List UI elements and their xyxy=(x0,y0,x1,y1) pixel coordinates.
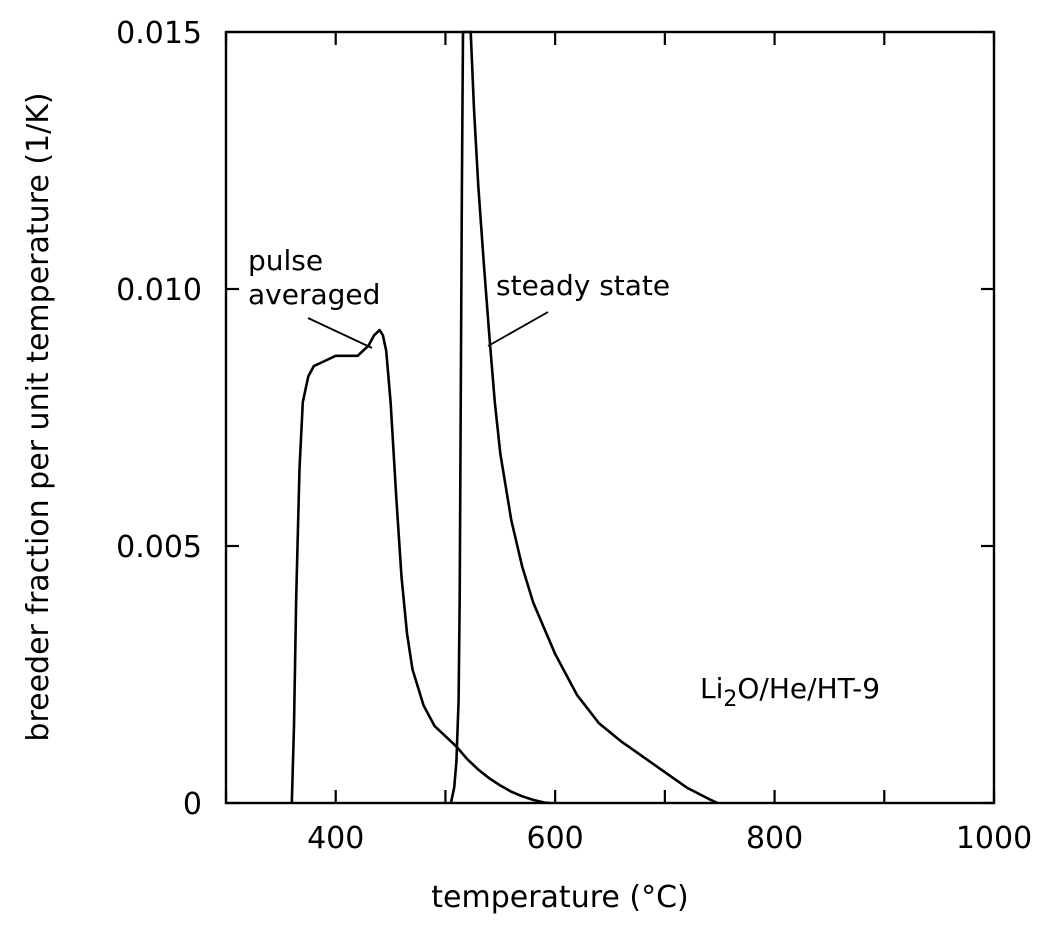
steady-state-arrow xyxy=(487,311,549,347)
x-tick-label: 1000 xyxy=(956,821,1032,856)
curves xyxy=(290,30,719,805)
inset-label-subscript: 2 xyxy=(723,687,737,712)
inset-label-prefix: Li xyxy=(700,672,723,705)
steady-state-annotation: steady state xyxy=(496,269,670,302)
y-tick-label: 0.005 xyxy=(116,530,202,565)
y-tick-label: 0.015 xyxy=(116,16,202,51)
pulse-averaged-arrow xyxy=(307,317,373,349)
x-tick-label: 400 xyxy=(307,821,364,856)
steady-state-curve xyxy=(449,30,719,805)
pulse-averaged-line-2: averaged xyxy=(248,278,380,311)
tick-marks xyxy=(224,30,996,805)
y-axis-title: breeder fraction per unit temperature (1… xyxy=(21,92,56,741)
inset-label-suffix: O/He/HT-9 xyxy=(737,672,880,705)
x-axis-title: temperature (°C) xyxy=(431,880,688,915)
tick-labels: 400 600 800 1000 0 0.005 0.010 0.015 xyxy=(116,16,1032,856)
pulse-averaged-annotation: pulse averaged xyxy=(248,244,380,311)
plot-frame xyxy=(224,30,996,805)
pulse-averaged-line-1: pulse xyxy=(248,244,323,277)
inset-label: Li2O/He/HT-9 xyxy=(700,672,880,712)
x-tick-label: 600 xyxy=(527,821,584,856)
pulse-averaged-curve xyxy=(290,328,550,805)
y-tick-label: 0.010 xyxy=(116,273,202,308)
x-tick-label: 800 xyxy=(746,821,803,856)
y-tick-label: 0 xyxy=(183,787,202,822)
